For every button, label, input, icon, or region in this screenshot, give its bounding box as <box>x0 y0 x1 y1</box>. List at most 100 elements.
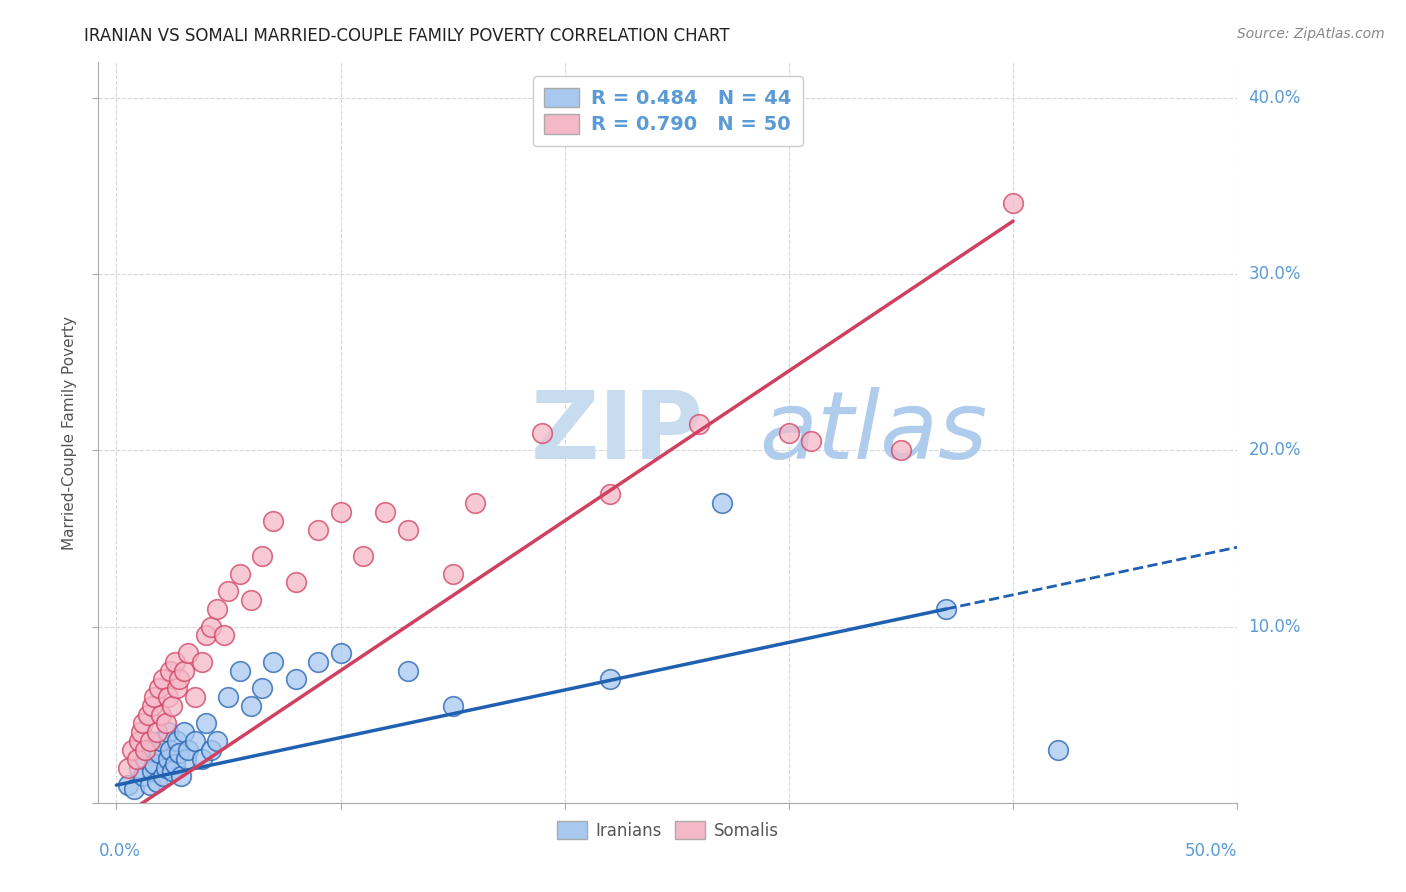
Point <box>184 734 207 748</box>
Point <box>173 664 195 678</box>
Point <box>129 725 152 739</box>
Text: 30.0%: 30.0% <box>1249 265 1301 283</box>
Point <box>134 752 156 766</box>
Point <box>396 523 419 537</box>
Point <box>239 593 262 607</box>
Y-axis label: Married-Couple Family Poverty: Married-Couple Family Poverty <box>62 316 77 549</box>
Point <box>139 743 162 757</box>
Point <box>152 673 174 687</box>
Point <box>890 443 912 458</box>
Point <box>778 425 800 440</box>
Point <box>162 764 184 778</box>
Point <box>162 698 184 713</box>
Point <box>163 655 186 669</box>
Point <box>228 664 250 678</box>
Point <box>143 690 166 704</box>
Point <box>217 690 239 704</box>
Text: 20.0%: 20.0% <box>1249 442 1301 459</box>
Point <box>124 781 146 796</box>
Text: 50.0%: 50.0% <box>1185 842 1237 860</box>
Point <box>117 778 139 792</box>
Point <box>121 743 143 757</box>
Point <box>148 681 170 696</box>
Point <box>139 734 162 748</box>
Point <box>1046 743 1069 757</box>
Point <box>284 673 307 687</box>
Point <box>441 698 464 713</box>
Point <box>125 752 148 766</box>
Point <box>441 566 464 581</box>
Point <box>207 602 229 616</box>
Point <box>155 760 177 774</box>
Point <box>167 747 190 761</box>
Point <box>396 664 419 678</box>
Point <box>250 549 273 563</box>
Point <box>307 655 329 669</box>
Point <box>190 752 212 766</box>
Point <box>195 716 218 731</box>
Text: 40.0%: 40.0% <box>1249 88 1301 107</box>
Point <box>1002 196 1025 211</box>
Point <box>128 760 150 774</box>
Point <box>200 743 222 757</box>
Point <box>195 628 218 642</box>
Point <box>207 734 229 748</box>
Point <box>136 707 159 722</box>
Point <box>141 698 163 713</box>
Point <box>329 646 352 660</box>
Point <box>155 716 177 731</box>
Point <box>139 778 162 792</box>
Point <box>156 690 179 704</box>
Point <box>262 514 284 528</box>
Point <box>150 707 173 722</box>
Point <box>145 774 167 789</box>
Point <box>212 628 235 642</box>
Point <box>599 673 621 687</box>
Point <box>184 690 207 704</box>
Point <box>531 425 554 440</box>
Point <box>159 664 181 678</box>
Point <box>117 760 139 774</box>
Point <box>710 496 733 510</box>
Point <box>217 584 239 599</box>
Text: ZIP: ZIP <box>531 386 704 479</box>
Point <box>145 725 167 739</box>
Point <box>163 757 186 772</box>
Point <box>374 505 396 519</box>
Point <box>156 752 179 766</box>
Point <box>200 619 222 633</box>
Point <box>134 743 156 757</box>
Point <box>688 417 710 431</box>
Text: 0.0%: 0.0% <box>98 842 141 860</box>
Point <box>166 681 188 696</box>
Text: Source: ZipAtlas.com: Source: ZipAtlas.com <box>1237 27 1385 41</box>
Point <box>177 743 200 757</box>
Point <box>177 646 200 660</box>
Point <box>150 734 173 748</box>
Point <box>128 734 150 748</box>
Text: IRANIAN VS SOMALI MARRIED-COUPLE FAMILY POVERTY CORRELATION CHART: IRANIAN VS SOMALI MARRIED-COUPLE FAMILY … <box>84 27 730 45</box>
Legend: Iranians, Somalis: Iranians, Somalis <box>551 814 785 847</box>
Point <box>352 549 374 563</box>
Point <box>159 743 181 757</box>
Point <box>935 602 957 616</box>
Point <box>156 725 179 739</box>
Point <box>250 681 273 696</box>
Point <box>132 769 155 783</box>
Point <box>239 698 262 713</box>
Point <box>152 769 174 783</box>
Text: 10.0%: 10.0% <box>1249 617 1301 635</box>
Point <box>166 734 188 748</box>
Point <box>329 505 352 519</box>
Point <box>464 496 486 510</box>
Point <box>132 716 155 731</box>
Point <box>141 764 163 778</box>
Point <box>148 747 170 761</box>
Point <box>143 757 166 772</box>
Text: atlas: atlas <box>759 387 987 478</box>
Point <box>284 575 307 590</box>
Point <box>190 655 212 669</box>
Point <box>167 673 190 687</box>
Point <box>170 769 193 783</box>
Point <box>174 752 197 766</box>
